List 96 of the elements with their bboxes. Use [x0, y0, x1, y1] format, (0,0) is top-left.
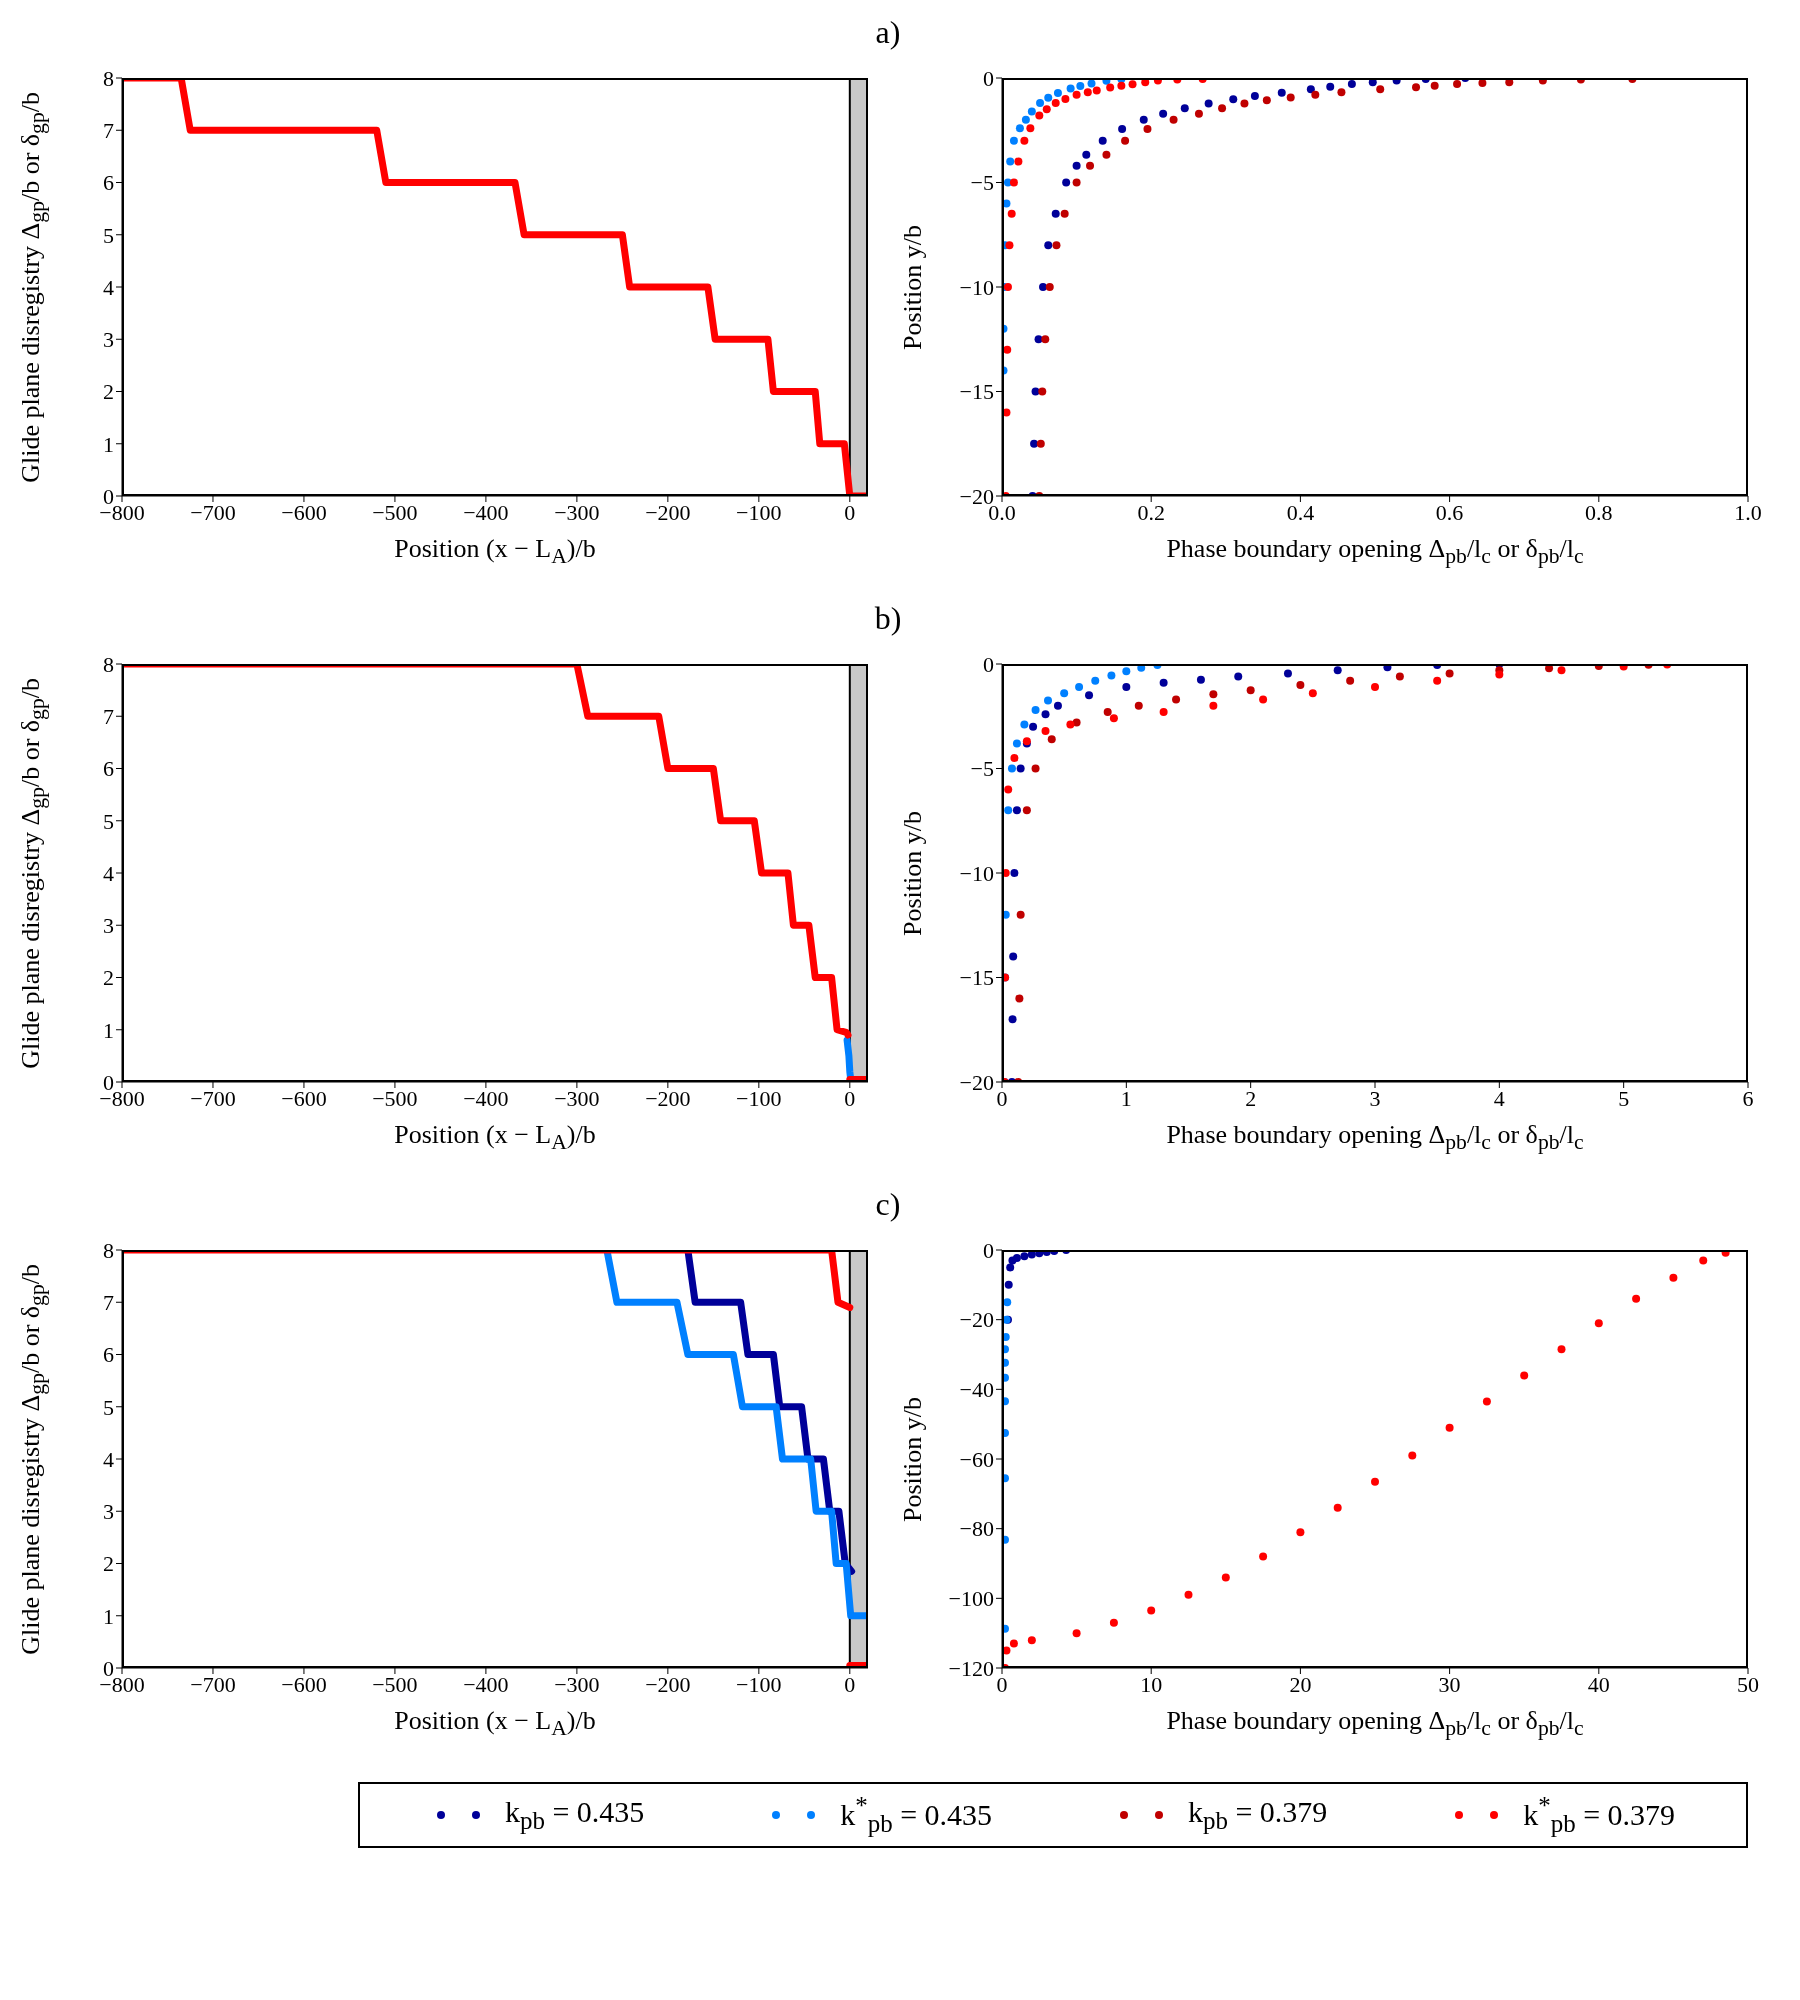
y-tick-label: −100 [948, 1586, 994, 1612]
x-tick-label: −200 [645, 1085, 691, 1111]
y-tick-label: 4 [103, 274, 114, 300]
y-tick-label: 3 [103, 327, 114, 353]
chart-title: a) [875, 14, 901, 50]
x-tick-label: −100 [736, 499, 782, 525]
x-tick-label: −200 [645, 499, 691, 525]
y-tick-label: −15 [959, 379, 994, 405]
y-tick-label: 3 [103, 913, 114, 939]
x-tick-label: 0 [844, 1085, 856, 1111]
y-tick-label: 7 [103, 1290, 114, 1316]
x-tick-label: 30 [1438, 1671, 1461, 1697]
x-axis-title: Phase boundary opening Δ$_{pb}$/l$_{c}$ or δ$_{pb}$/l$_{c}$ [1166, 1120, 1584, 1155]
y-tick-label: 7 [103, 118, 114, 144]
x-tick-label: −400 [463, 1671, 509, 1697]
x-tick-label: −200 [645, 1671, 691, 1697]
x-tick-label: −700 [190, 1085, 236, 1111]
x-tick-label: −100 [736, 1671, 782, 1697]
x-tick-label: −600 [281, 499, 327, 525]
y-tick-label: 4 [103, 1446, 114, 1472]
y-axis-title: Position y/b [898, 224, 927, 350]
x-tick-label: 20 [1289, 1671, 1312, 1697]
y-tick-label: −15 [959, 965, 994, 991]
x-tick-label: −300 [554, 1085, 600, 1111]
x-tick-label: 4 [1493, 1085, 1505, 1111]
y-tick-label: 6 [103, 756, 114, 782]
y-tick-label: 8 [103, 65, 114, 91]
x-tick-label: −500 [372, 1671, 418, 1697]
x-tick-label: −400 [463, 499, 509, 525]
x-axis-title: Phase boundary opening Δ$_{pb}$/l$_{c}$ or δ$_{pb}$/l$_{c}$ [1166, 534, 1584, 569]
y-tick-label: 0 [983, 651, 994, 677]
y-tick-label: 2 [103, 379, 114, 405]
legend-label: k$_{pb}$ = 0.435 [504, 1795, 645, 1835]
y-axis-title: Position y/b [898, 810, 927, 936]
y-tick-label: 5 [103, 808, 114, 834]
x-tick-label: 6 [1742, 1085, 1754, 1111]
y-tick-label: 0 [983, 65, 994, 91]
y-tick-label: −40 [959, 1377, 994, 1403]
y-tick-label: 0 [983, 1237, 994, 1263]
legend-label: k$^{*}$$_{pb}$ = 0.435 [840, 1792, 993, 1838]
x-tick-label: 0 [844, 499, 856, 525]
y-tick-label: 5 [103, 222, 114, 248]
y-tick-label: −10 [959, 860, 994, 886]
x-tick-label: 10 [1140, 1671, 1163, 1697]
y-tick-label: −20 [959, 1307, 994, 1333]
y-tick-label: 6 [103, 1342, 114, 1368]
y-tick-label: 4 [103, 860, 114, 886]
y-tick-label: −120 [948, 1655, 994, 1681]
x-tick-label: 0.6 [1435, 499, 1464, 525]
x-tick-label: 3 [1369, 1085, 1381, 1111]
x-tick-label: −400 [463, 1085, 509, 1111]
chart-title: c) [875, 1186, 901, 1222]
y-tick-label: 6 [103, 170, 114, 196]
x-axis-title: Position (x − L$_{A}$)/b [394, 534, 596, 569]
x-tick-label: 0 [844, 1671, 856, 1697]
y-tick-label: 8 [103, 651, 114, 677]
y-tick-label: 2 [103, 1551, 114, 1577]
x-tick-label: 2 [1245, 1085, 1257, 1111]
y-tick-label: −5 [970, 756, 994, 782]
y-tick-label: 1 [103, 431, 114, 457]
x-tick-label: −300 [554, 1671, 600, 1697]
y-tick-label: −20 [959, 1069, 994, 1095]
x-tick-label: −600 [281, 1085, 327, 1111]
y-tick-label: 8 [103, 1237, 114, 1263]
x-tick-label: 0.2 [1137, 499, 1165, 525]
x-tick-label: −500 [372, 499, 418, 525]
legend-label: k$_{pb}$ = 0.379 [1187, 1795, 1328, 1835]
x-tick-label: 5 [1618, 1085, 1630, 1111]
x-tick-label: 40 [1587, 1671, 1610, 1697]
chart-title: b) [874, 600, 902, 636]
x-tick-label: −300 [554, 499, 600, 525]
y-tick-label: −60 [959, 1446, 994, 1472]
y-tick-label: −5 [970, 170, 994, 196]
x-tick-label: −600 [281, 1671, 327, 1697]
x-tick-label: 50 [1737, 1671, 1759, 1697]
y-tick-label: 2 [103, 965, 114, 991]
x-axis-title: Position (x − L$_{A}$)/b [394, 1706, 596, 1741]
x-tick-label: 1 [1120, 1085, 1132, 1111]
x-axis-title: Position (x − L$_{A}$)/b [394, 1120, 596, 1155]
y-tick-label: 1 [103, 1603, 114, 1629]
x-tick-label: −700 [190, 499, 236, 525]
y-axis-title: Position y/b [898, 1396, 927, 1522]
x-tick-label: 0.4 [1286, 499, 1315, 525]
y-tick-label: 5 [103, 1394, 114, 1420]
y-tick-label: −80 [959, 1516, 994, 1542]
x-tick-label: 0.8 [1585, 499, 1613, 525]
y-tick-label: 1 [103, 1017, 114, 1043]
legend-label: k$^{*}$$_{pb}$ = 0.379 [1523, 1792, 1676, 1838]
x-tick-label: −100 [736, 1085, 782, 1111]
y-tick-label: −10 [959, 274, 994, 300]
x-axis-title: Phase boundary opening Δ$_{pb}$/l$_{c}$ or δ$_{pb}$/l$_{c}$ [1166, 1706, 1584, 1741]
y-tick-label: 3 [103, 1499, 114, 1525]
x-tick-label: −700 [190, 1671, 236, 1697]
x-tick-label: −500 [372, 1085, 418, 1111]
x-tick-label: 1.0 [1734, 499, 1762, 525]
y-tick-label: 7 [103, 704, 114, 730]
